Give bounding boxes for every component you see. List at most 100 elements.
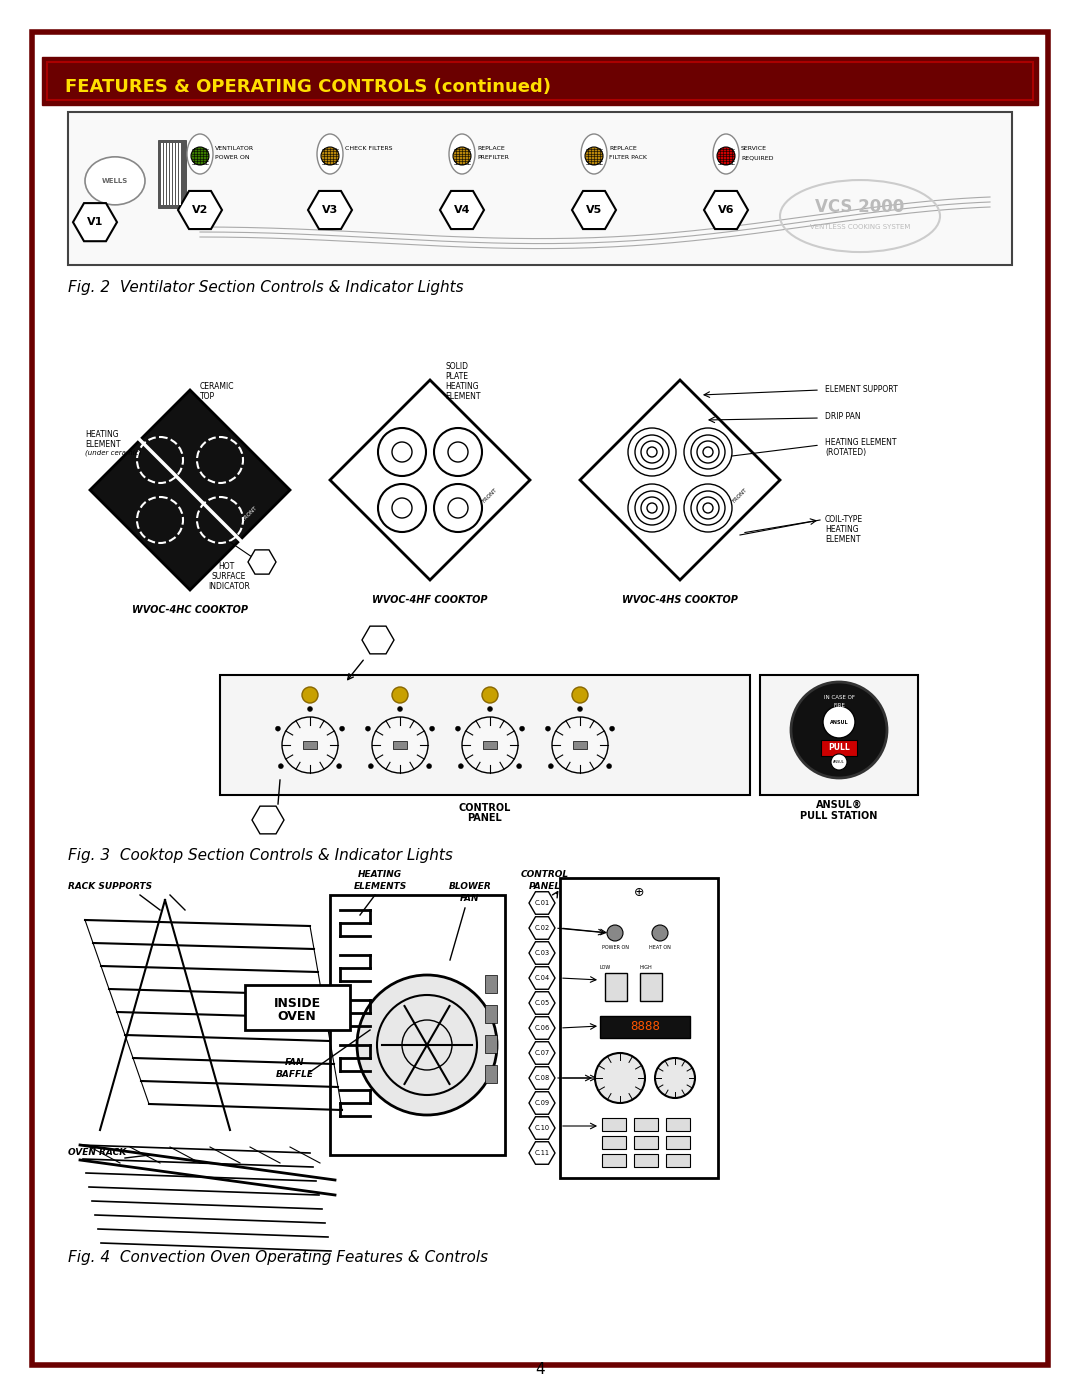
Circle shape (652, 925, 669, 942)
Text: POWER ON: POWER ON (215, 155, 249, 161)
Bar (634, 1136, 658, 1148)
Text: ANSUL®: ANSUL® (815, 800, 862, 810)
Text: HOT: HOT (218, 562, 234, 571)
Bar (666, 1154, 690, 1166)
Text: PREFILTER: PREFILTER (477, 155, 509, 161)
Text: RACK SUPPORTS: RACK SUPPORTS (68, 882, 152, 891)
Text: REPLACE: REPLACE (477, 147, 504, 151)
Text: C.03: C.03 (535, 950, 550, 956)
Bar (600, 1016, 690, 1038)
Bar (666, 1136, 690, 1148)
Circle shape (392, 687, 408, 703)
Circle shape (717, 147, 735, 165)
Text: C.02: C.02 (535, 925, 550, 930)
Circle shape (627, 427, 676, 476)
Bar (634, 1154, 658, 1166)
Text: WVOC-4HS COOKTOP: WVOC-4HS COOKTOP (622, 595, 738, 605)
Text: C.08: C.08 (535, 1076, 550, 1081)
Bar (760, 675, 918, 795)
Circle shape (397, 707, 403, 711)
Ellipse shape (318, 134, 343, 175)
Circle shape (482, 687, 498, 703)
Circle shape (279, 764, 283, 768)
Circle shape (487, 707, 492, 711)
Text: ANSUL: ANSUL (833, 760, 845, 764)
Text: ⊕: ⊕ (634, 886, 645, 900)
Circle shape (378, 483, 426, 532)
Circle shape (831, 754, 847, 770)
Circle shape (357, 975, 497, 1115)
Bar (483, 740, 497, 749)
Circle shape (609, 726, 615, 731)
Text: INSIDE: INSIDE (273, 997, 321, 1010)
Text: HEATING: HEATING (85, 430, 119, 439)
Text: VCS 2000: VCS 2000 (815, 198, 905, 217)
Text: FILTER PACK: FILTER PACK (609, 155, 647, 161)
Text: ELEMENT SUPPORT: ELEMENT SUPPORT (825, 386, 897, 394)
Bar (176, 142, 178, 205)
Circle shape (456, 726, 460, 731)
Circle shape (823, 705, 855, 738)
Circle shape (448, 441, 468, 462)
Bar (485, 1035, 497, 1053)
Circle shape (191, 147, 210, 165)
Text: C.10: C.10 (535, 1125, 550, 1132)
Circle shape (607, 764, 611, 768)
Text: Fig. 3  Cooktop Section Controls & Indicator Lights: Fig. 3 Cooktop Section Controls & Indica… (68, 848, 453, 863)
Text: (ROTATED): (ROTATED) (825, 448, 866, 457)
Bar (573, 740, 588, 749)
Text: H.02: H.02 (259, 816, 276, 824)
Text: BAFFLE: BAFFLE (276, 1070, 314, 1078)
Circle shape (392, 497, 411, 518)
Text: V3: V3 (322, 205, 338, 215)
Text: HEATING: HEATING (445, 381, 478, 391)
Text: INDICATOR: INDICATOR (208, 583, 249, 591)
Bar (158, 140, 186, 208)
Text: BLOWER: BLOWER (448, 882, 491, 891)
Bar (173, 142, 175, 205)
Text: SOLID: SOLID (445, 362, 468, 372)
Text: V5: V5 (585, 205, 603, 215)
Circle shape (519, 726, 525, 731)
Circle shape (337, 764, 341, 768)
Ellipse shape (581, 134, 607, 175)
Circle shape (365, 726, 370, 731)
Bar (167, 142, 168, 205)
Circle shape (434, 427, 482, 476)
Circle shape (607, 925, 623, 942)
Bar (48, 61, 1032, 101)
Circle shape (392, 441, 411, 462)
Text: C.09: C.09 (535, 1099, 550, 1106)
Circle shape (572, 687, 588, 703)
Bar (330, 895, 505, 1155)
Text: V2: V2 (192, 205, 208, 215)
Circle shape (321, 147, 339, 165)
Text: REPLACE: REPLACE (609, 147, 637, 151)
Polygon shape (580, 380, 780, 580)
Text: VENTILATOR: VENTILATOR (215, 147, 254, 151)
Circle shape (453, 147, 471, 165)
Text: PANEL: PANEL (529, 882, 562, 891)
Bar (42, 57, 1038, 105)
Bar (561, 877, 718, 1178)
Circle shape (372, 717, 428, 773)
Bar (170, 142, 172, 205)
Circle shape (791, 682, 887, 778)
Text: FRONT: FRONT (482, 488, 499, 503)
Bar (220, 675, 750, 795)
Text: HEATING ELEMENT: HEATING ELEMENT (825, 439, 896, 447)
Text: HIGH: HIGH (640, 965, 652, 970)
Circle shape (684, 483, 732, 532)
Circle shape (462, 717, 518, 773)
Text: FAN: FAN (460, 894, 480, 902)
Text: OVEN RACK: OVEN RACK (68, 1148, 126, 1157)
Text: C.06: C.06 (535, 1025, 550, 1031)
Text: (under ceramic): (under ceramic) (85, 450, 141, 457)
Text: HEAT ON: HEAT ON (649, 944, 671, 950)
Text: SURFACE: SURFACE (212, 571, 246, 581)
Text: COIL-TYPE: COIL-TYPE (825, 515, 863, 524)
Circle shape (430, 726, 434, 731)
Text: C.01: C.01 (535, 900, 550, 907)
Text: H.03: H.03 (254, 559, 270, 564)
Circle shape (448, 497, 468, 518)
